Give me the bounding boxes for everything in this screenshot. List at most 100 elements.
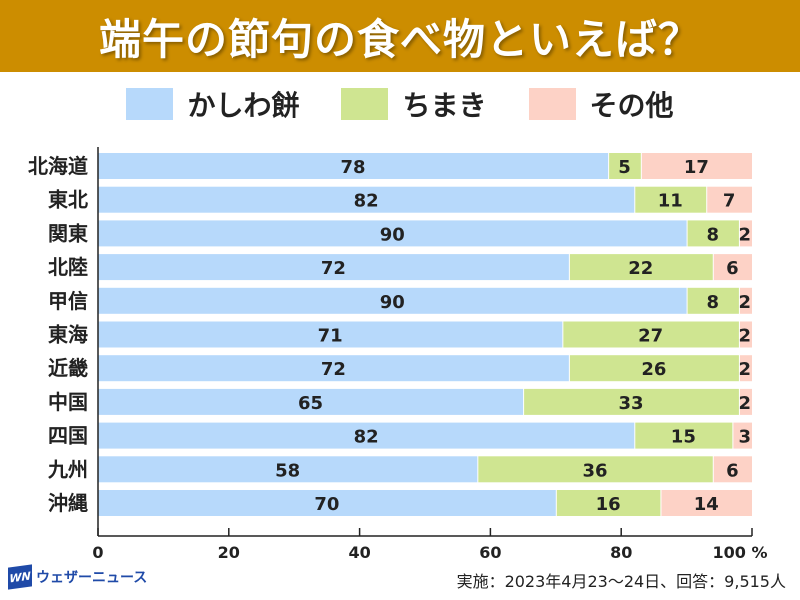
category-label: 北陸 [48, 255, 88, 279]
x-tick-label: 80 [610, 543, 632, 562]
data-label: 2 [738, 359, 751, 380]
data-label: 65 [298, 393, 323, 414]
x-tick-label: 60 [479, 543, 501, 562]
legend-label: ちまき [402, 89, 487, 122]
bar-segment [524, 388, 739, 415]
category-label: 関東 [48, 221, 88, 245]
category-label: 四国 [48, 424, 88, 448]
data-label: 2 [738, 393, 751, 414]
data-label: 15 [671, 427, 696, 448]
data-label: 71 [318, 326, 343, 347]
bar-segment [98, 388, 524, 415]
bar-segment [661, 490, 752, 516]
data-label: 17 [684, 157, 709, 178]
data-label: 2 [738, 326, 751, 347]
data-label: 82 [354, 427, 379, 448]
bar-segment [569, 355, 739, 382]
data-label: 3 [738, 427, 751, 448]
category-label: 東北 [48, 188, 88, 212]
data-label: 78 [341, 157, 366, 178]
bar-segment [98, 287, 687, 314]
logo-text: ウェザーニュース [36, 570, 148, 586]
data-label: 27 [638, 326, 663, 347]
bar-segment [687, 220, 739, 247]
data-label: 2 [738, 292, 751, 313]
x-tick-label: 100 % [713, 543, 768, 562]
bar-segment [739, 355, 752, 382]
bar-segment [569, 254, 713, 281]
category-label: 近畿 [48, 356, 88, 380]
data-label: 82 [354, 191, 379, 212]
data-label: 8 [706, 292, 719, 313]
legend-item-chimaki: ちまき [341, 84, 487, 124]
bar-segment [739, 287, 752, 314]
bar-segment [98, 153, 609, 179]
bar-segment [478, 456, 713, 483]
data-label: 22 [628, 258, 653, 279]
data-label: 33 [618, 393, 643, 414]
bar-segment [635, 422, 733, 449]
data-label: 16 [596, 494, 621, 515]
logo-mark: WN [8, 564, 32, 590]
bar-segment [98, 456, 478, 483]
data-label: 26 [641, 359, 666, 380]
bar-segment [556, 490, 661, 516]
bar-segment [98, 254, 569, 281]
data-label: 7 [723, 191, 736, 212]
data-label: 2 [738, 224, 751, 245]
x-tick-label: 0 [92, 543, 103, 562]
legend-swatch [126, 88, 174, 120]
data-label: 6 [726, 460, 739, 481]
legend-label: その他 [589, 89, 674, 122]
bar-segment [98, 490, 556, 516]
bar-segment [739, 220, 752, 247]
survey-note: 実施：2023年4月23～24日、回答：9,515人 [456, 572, 786, 591]
data-label: 58 [275, 460, 300, 481]
data-label: 72 [321, 258, 346, 279]
bar-segment [641, 153, 752, 179]
legend-swatch [528, 88, 576, 120]
category-label: 九州 [47, 457, 88, 481]
bar-segment [563, 321, 739, 348]
x-tick-label: 20 [218, 543, 240, 562]
category-label: 東海 [48, 323, 88, 347]
legend: かしわ餅 ちまき その他 [0, 84, 800, 124]
x-tick-label: 40 [348, 543, 370, 562]
legend-item-other: その他 [528, 84, 674, 124]
category-label: 北海道 [28, 154, 88, 178]
data-label: 70 [314, 494, 339, 515]
bar-segment [98, 220, 687, 247]
bar-segment [98, 321, 563, 348]
data-label: 90 [380, 224, 405, 245]
bar-segment [733, 422, 752, 449]
bar-segment [707, 186, 752, 213]
data-label: 36 [583, 460, 608, 481]
bar-segment [98, 186, 635, 213]
legend-item-kashiwamochi: かしわ餅 [126, 84, 299, 124]
bar-segment [739, 388, 752, 415]
bar-segment [739, 321, 752, 348]
category-label: 沖縄 [48, 491, 88, 515]
chart-title: 端午の節句の食べ物といえば？ [98, 14, 701, 64]
bar-segment [98, 355, 569, 382]
data-label: 14 [694, 494, 719, 515]
title-bar: 端午の節句の食べ物といえば？ [0, 0, 800, 72]
data-label: 5 [618, 157, 631, 178]
bar-segment [713, 254, 752, 281]
legend-swatch [341, 88, 389, 120]
bar-segment [609, 153, 641, 179]
data-label: 11 [658, 191, 683, 212]
weathernews-logo: WN ウェザーニュース [8, 564, 148, 590]
legend-label: かしわ餅 [187, 89, 300, 122]
category-label: 中国 [48, 390, 88, 414]
bar-segment [635, 186, 707, 213]
data-label: 90 [380, 292, 405, 313]
data-label: 72 [321, 359, 346, 380]
data-label: 6 [726, 258, 739, 279]
data-label: 8 [706, 224, 719, 245]
bar-segment [687, 287, 739, 314]
category-label: 甲信 [48, 289, 88, 313]
bar-segment [98, 422, 635, 449]
bar-segment [713, 456, 752, 483]
